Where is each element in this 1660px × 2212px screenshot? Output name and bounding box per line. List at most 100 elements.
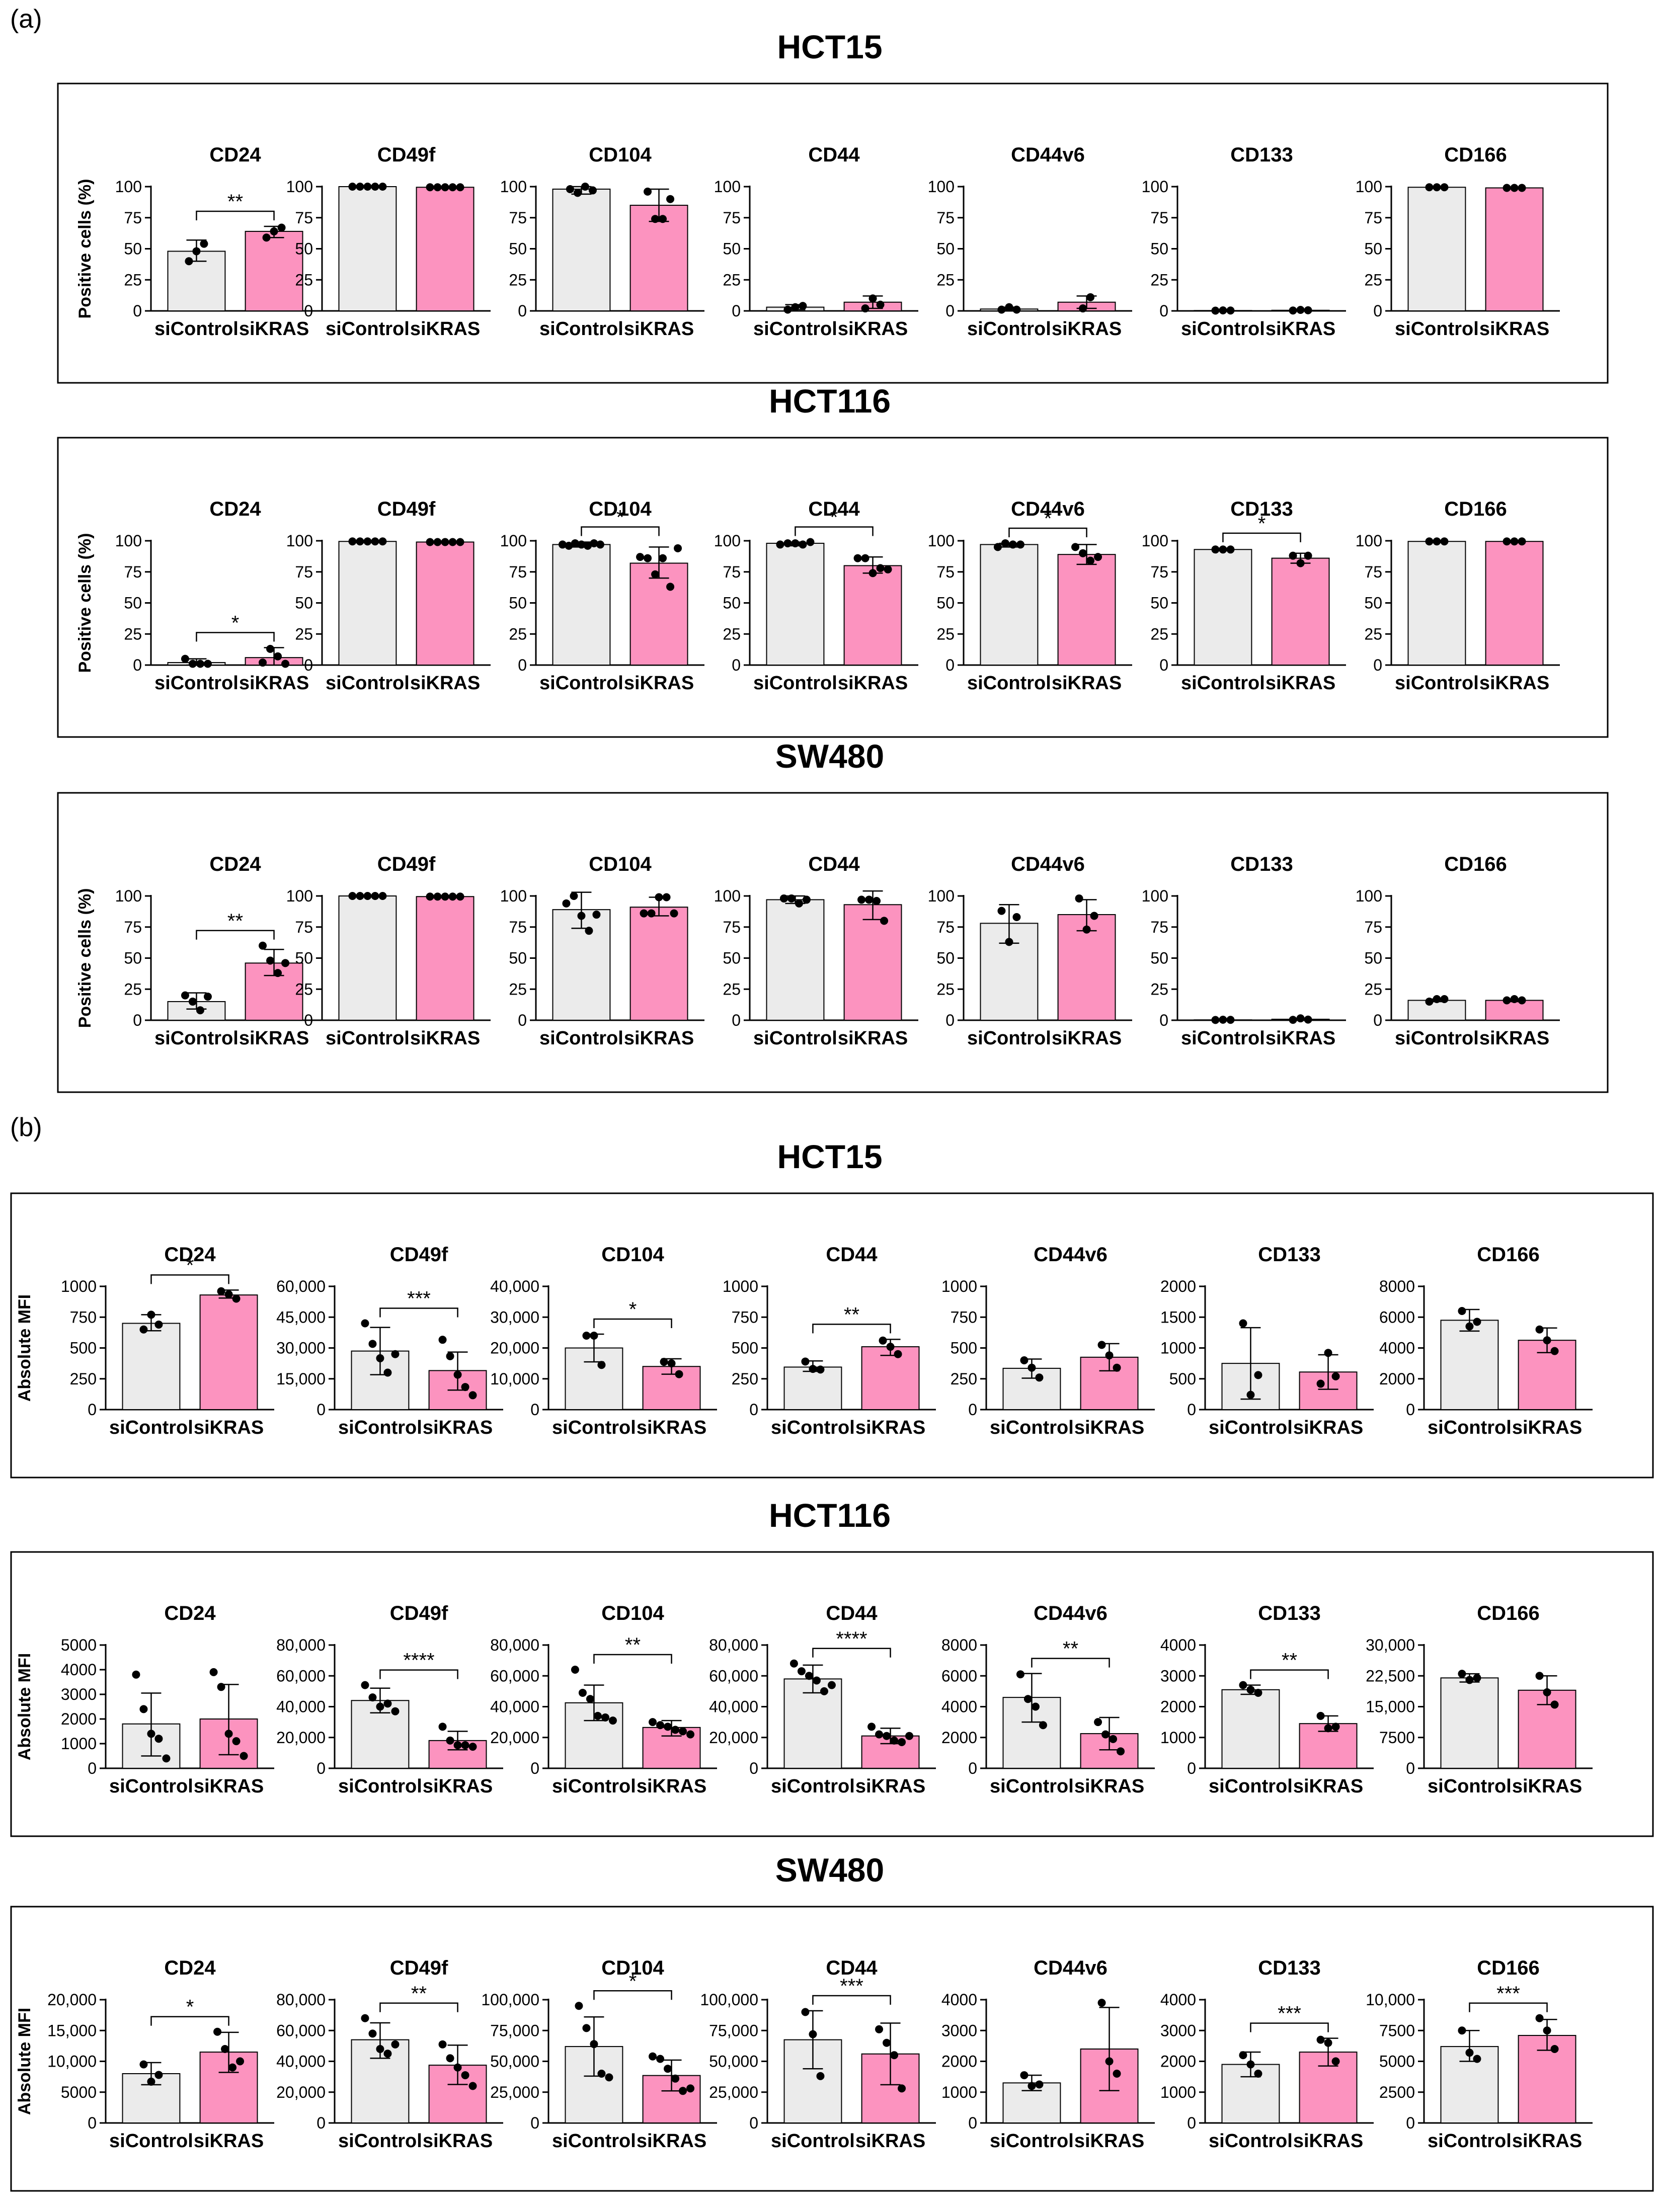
y-tick-label: 8000 xyxy=(941,1636,977,1654)
y-tick-label: 50 xyxy=(723,594,741,612)
y-tick-label: 75 xyxy=(1364,918,1382,936)
bar-siKRAS xyxy=(1518,1689,1576,1769)
category-label: siControl xyxy=(967,673,1051,694)
y-tick-label: 10,000 xyxy=(47,2053,97,2071)
data-point xyxy=(664,2065,672,2073)
category-label: siControl xyxy=(1181,673,1265,694)
data-point xyxy=(1105,1351,1114,1360)
y-tick-label: 50 xyxy=(1150,949,1168,967)
chart-title: CD166 xyxy=(1444,853,1507,875)
data-point xyxy=(679,1727,687,1736)
data-point xyxy=(1543,1336,1551,1345)
data-point xyxy=(1518,537,1526,546)
category-label: siControl xyxy=(1428,1776,1512,1797)
data-point xyxy=(1023,1695,1032,1703)
significance-bracket xyxy=(1250,1669,1329,1679)
data-point xyxy=(277,223,286,232)
chart-title: CD24 xyxy=(164,1957,216,1979)
data-point xyxy=(132,1670,140,1679)
chart-title: CD24 xyxy=(209,853,261,875)
data-point xyxy=(1079,549,1087,557)
category-label: siKRAS xyxy=(1293,1776,1363,1797)
data-point xyxy=(453,1370,462,1379)
y-tick-label: 100 xyxy=(1356,178,1382,196)
data-point xyxy=(181,991,189,1000)
category-label: siKRAS xyxy=(1512,2131,1582,2152)
category-label: siControl xyxy=(990,1417,1074,1438)
category-label: siKRAS xyxy=(194,2131,264,2152)
data-point xyxy=(1510,995,1519,1004)
y-tick-label: 75 xyxy=(723,918,741,936)
y-tick-label: 75 xyxy=(509,918,527,936)
data-point xyxy=(1503,184,1511,192)
y-tick-label: 0 xyxy=(1373,656,1382,674)
bar-siKRAS xyxy=(629,907,688,1021)
data-point xyxy=(391,1707,400,1715)
y-tick-label: 100 xyxy=(1356,532,1382,550)
bar-chart: CD44 0 20,000 40,000 60,000 80,000 siControl si… xyxy=(709,1602,936,1797)
y-tick-label: 25 xyxy=(1150,980,1168,998)
bar-siKRAS xyxy=(199,1294,258,1410)
data-point xyxy=(147,1730,155,1738)
bar-siControl xyxy=(783,1366,842,1411)
bar-siKRAS xyxy=(1485,1000,1544,1021)
data-point xyxy=(1016,540,1024,549)
bar-chart: CD104 0 25 50 75 100 siControl siKRAS * xyxy=(500,498,704,694)
category-label: siKRAS xyxy=(410,1028,480,1049)
category-label: siControl xyxy=(109,1417,193,1438)
data-point xyxy=(655,893,663,902)
y-tick-label: 0 xyxy=(1373,1011,1382,1029)
category-label: siKRAS xyxy=(855,2131,925,2152)
data-point xyxy=(1440,995,1449,1004)
y-tick-label: 0 xyxy=(1373,302,1382,320)
y-tick-label: 75 xyxy=(509,209,527,227)
data-point xyxy=(281,959,290,967)
y-tick-label: 25 xyxy=(509,271,527,289)
y-tick-label: 2000 xyxy=(1160,1698,1196,1716)
data-point xyxy=(266,956,275,965)
data-point xyxy=(376,1354,384,1362)
data-point xyxy=(139,1705,148,1713)
y-tick-label: 2000 xyxy=(1160,1277,1196,1295)
data-point xyxy=(1473,1674,1481,1682)
data-point xyxy=(448,892,457,901)
y-tick-label: 25 xyxy=(936,271,955,289)
group-title: HCT15 xyxy=(777,28,882,65)
y-tick-label: 25 xyxy=(1364,625,1382,643)
category-label: siKRAS xyxy=(423,1417,493,1438)
category-label: siKRAS xyxy=(855,1417,925,1438)
y-tick-label: 500 xyxy=(1169,1370,1196,1388)
significance-label: * xyxy=(1044,508,1052,530)
bar-chart: CD44v6 0 25 50 75 100 siControl siKRAS * xyxy=(928,498,1132,694)
data-point xyxy=(581,183,589,191)
y-tick-label: 50 xyxy=(936,949,955,967)
category-label: siControl xyxy=(967,318,1051,340)
data-point xyxy=(1101,1730,1110,1739)
chart-title: CD133 xyxy=(1230,498,1293,520)
data-point xyxy=(582,2024,591,2032)
significance-label: *** xyxy=(1278,2003,1301,2025)
significance-bracket xyxy=(196,632,275,642)
data-point xyxy=(890,1736,899,1745)
data-point xyxy=(898,2084,906,2093)
data-point xyxy=(797,1667,806,1676)
data-point xyxy=(456,538,464,546)
chart-title: CD166 xyxy=(1444,144,1507,166)
group-frame xyxy=(10,1906,1654,2192)
data-point xyxy=(636,553,645,561)
data-point xyxy=(453,2063,462,2072)
y-tick-label: 40,000 xyxy=(490,1698,539,1716)
data-point xyxy=(461,2071,469,2080)
significance-bracket xyxy=(150,1274,229,1284)
data-point xyxy=(274,969,282,977)
bar-siControl xyxy=(1407,541,1466,666)
y-tick-label: 0 xyxy=(732,656,741,674)
significance-bracket xyxy=(1222,532,1301,542)
data-point xyxy=(368,2029,377,2038)
y-tick-label: 0 xyxy=(968,1759,977,1777)
data-point xyxy=(585,927,593,935)
data-point xyxy=(213,2027,222,2036)
y-tick-label: 0 xyxy=(133,656,142,674)
data-point xyxy=(1543,1688,1551,1696)
data-point xyxy=(426,538,434,546)
